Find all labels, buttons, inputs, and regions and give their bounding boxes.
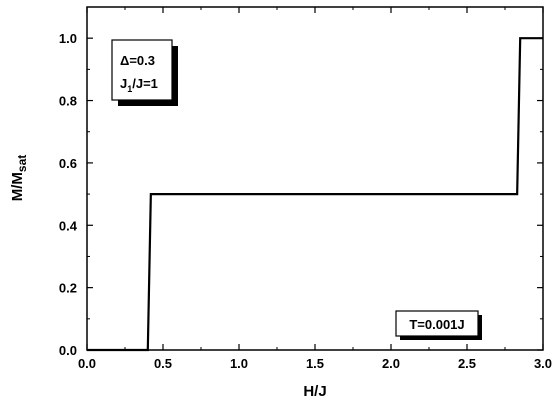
y-tick-label: 0.0 <box>59 343 77 358</box>
parameter-delta: Δ=0.3 <box>120 53 155 68</box>
y-axis-label-main: M/M <box>9 172 26 201</box>
temperature-box-frame <box>395 310 479 337</box>
parameter-j1-ratio: J1/J=1 <box>120 76 158 94</box>
x-tick-label: 2.5 <box>458 356 476 371</box>
x-tick-label: 2.0 <box>382 356 400 371</box>
parameter-j1-rest: /J=1 <box>132 76 158 91</box>
x-axis: 0.0 0.5 1.0 1.5 2.0 2.5 3.0 <box>78 7 552 371</box>
parameter-j1-sub: 1 <box>127 84 132 94</box>
y-tick-label: 0.4 <box>59 218 78 233</box>
y-axis: 0.0 0.2 0.4 0.6 0.8 1.0 <box>59 6 543 358</box>
parameter-box: Δ=0.3 J1/J=1 <box>111 39 178 106</box>
y-tick-label: 0.8 <box>59 94 77 109</box>
y-axis-label-sub: sat <box>15 155 29 172</box>
y-tick-label: 1.0 <box>59 31 77 46</box>
series-layer <box>87 37 543 352</box>
parameter-box-frame <box>111 39 173 101</box>
y-axis-label: M/Msat <box>9 155 29 202</box>
x-tick-label: 0.0 <box>78 356 96 371</box>
temperature-label: T=0.001J <box>409 317 464 332</box>
magnetization-curve <box>87 37 543 352</box>
y-tick-label: 0.6 <box>59 156 77 171</box>
temperature-box: T=0.001J <box>395 310 482 340</box>
x-tick-label: 0.5 <box>154 356 172 371</box>
parameter-j1-main: J <box>120 76 127 91</box>
x-tick-label: 1.5 <box>306 356 324 371</box>
x-tick-label: 1.0 <box>230 356 248 371</box>
x-tick-label: 3.0 <box>534 356 552 371</box>
y-tick-label: 0.2 <box>59 281 77 296</box>
x-axis-label: H/J <box>303 383 326 400</box>
